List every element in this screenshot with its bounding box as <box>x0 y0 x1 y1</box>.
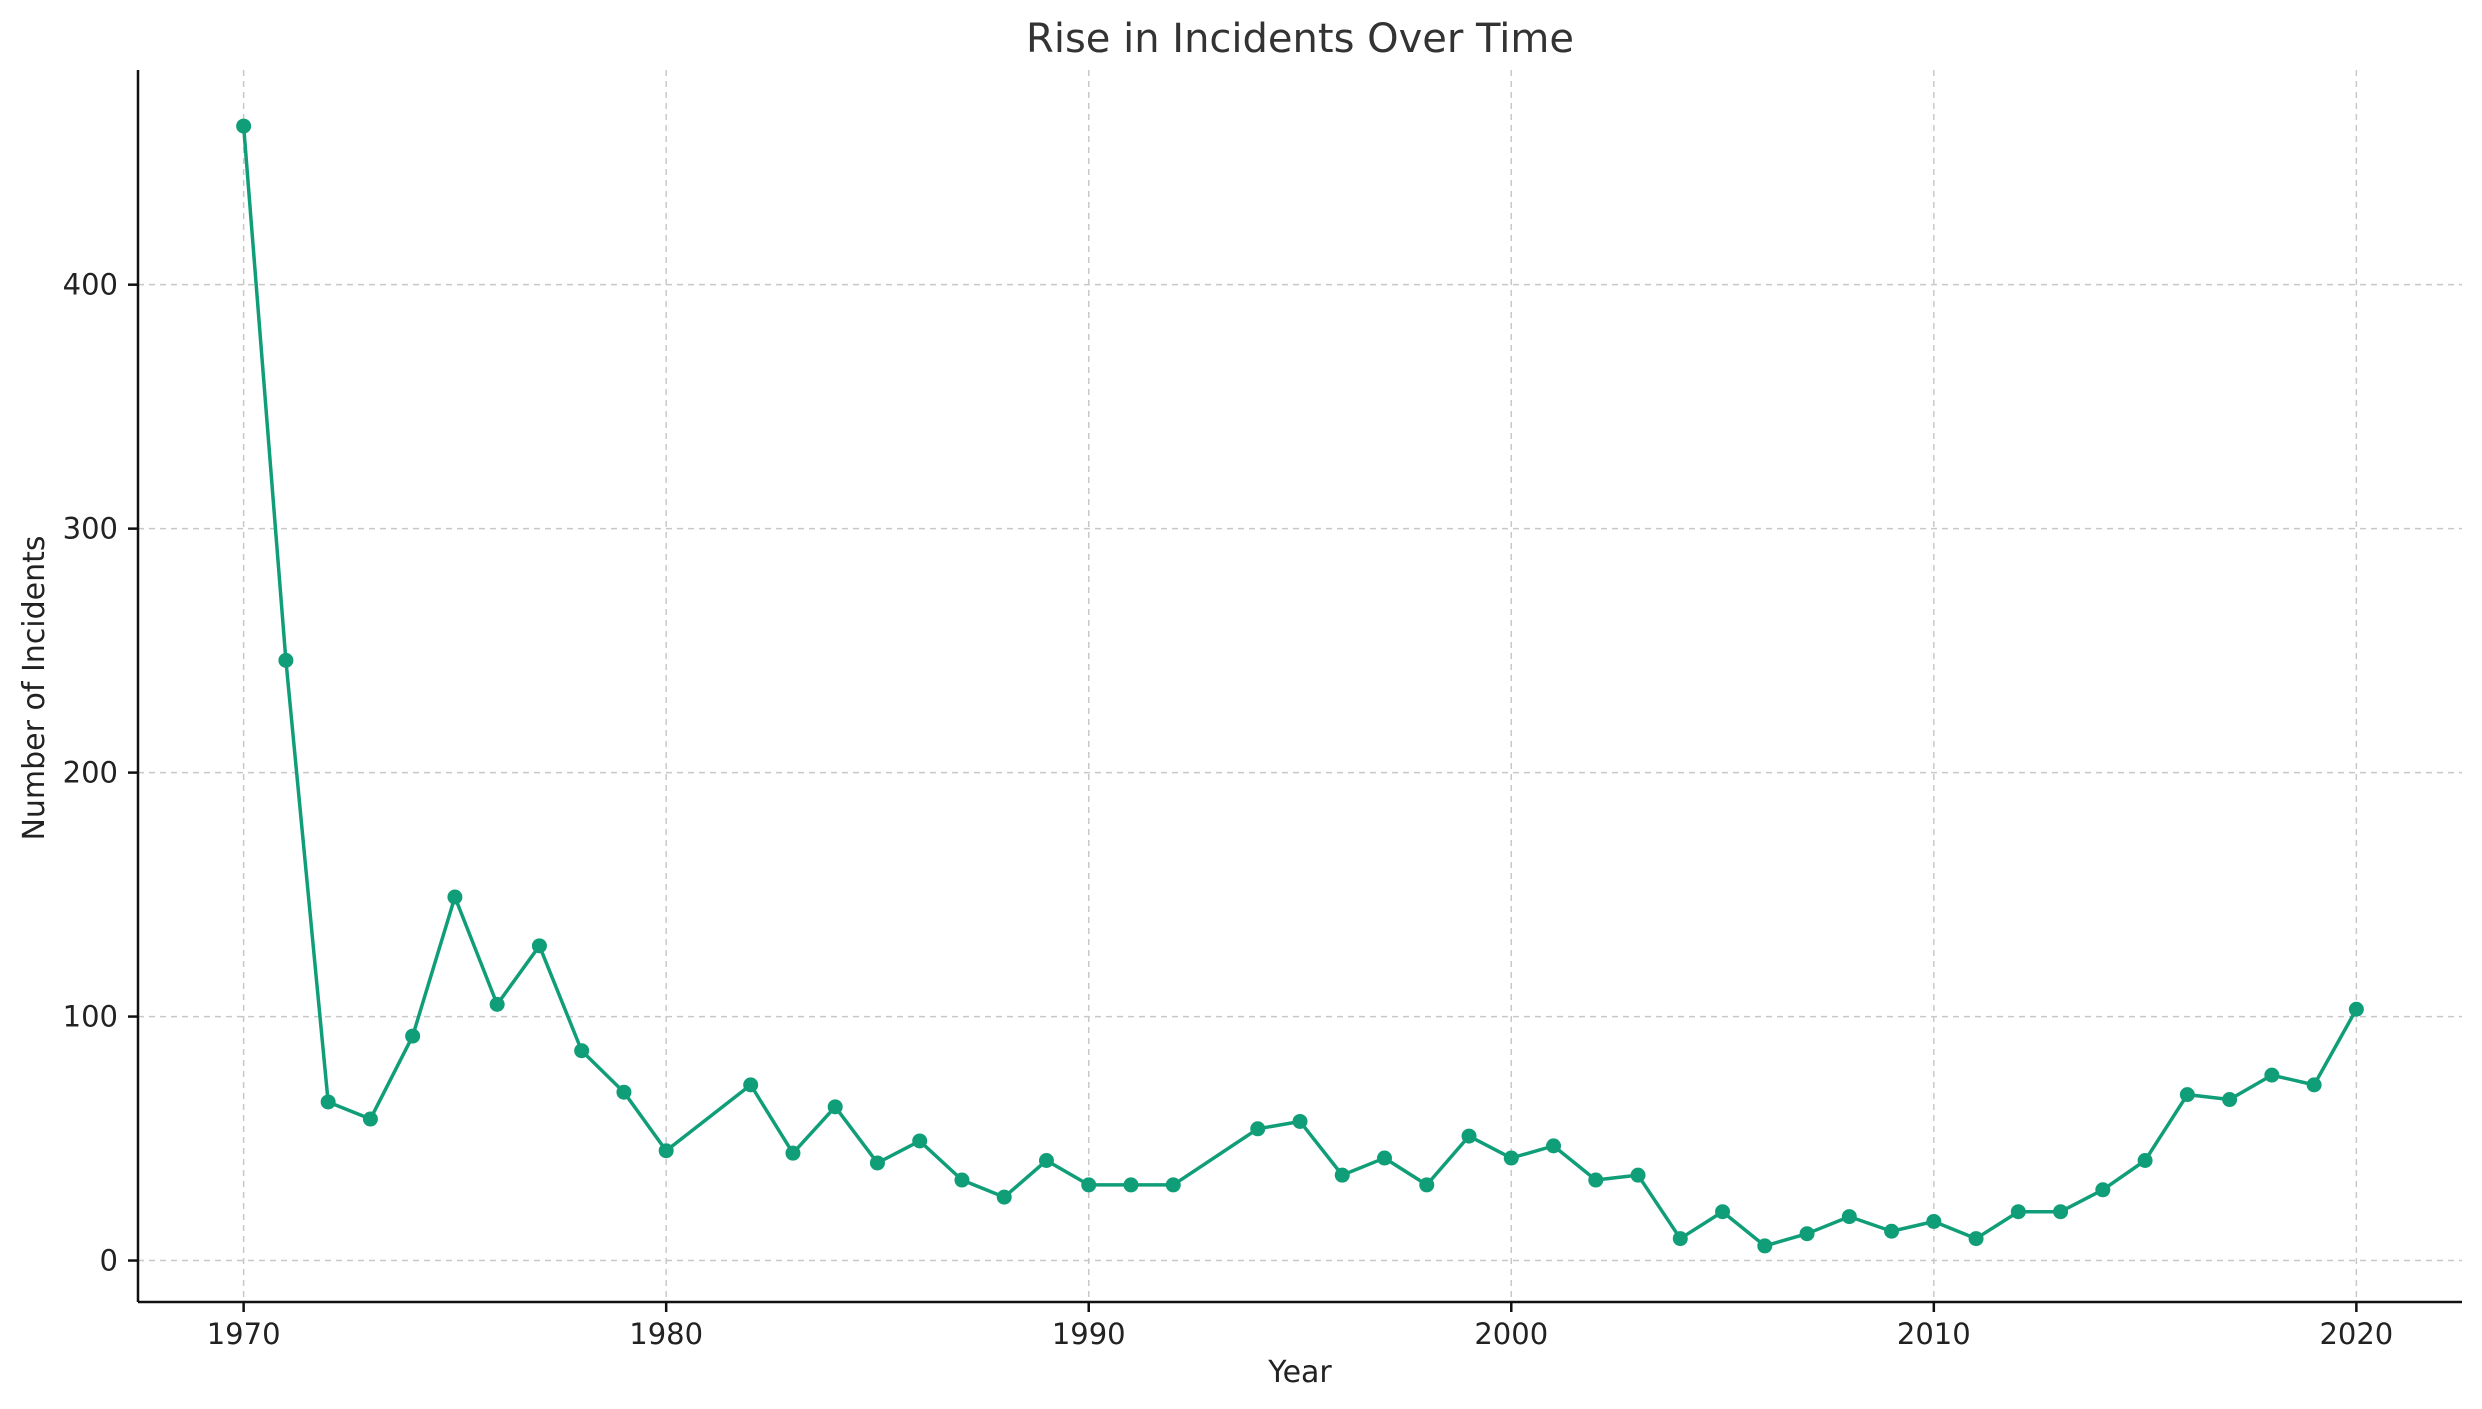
data-point <box>1165 1177 1181 1193</box>
data-point <box>1377 1150 1393 1166</box>
data-point <box>1968 1231 1984 1247</box>
data-point <box>2348 1001 2364 1017</box>
data-point <box>320 1094 336 1110</box>
data-point <box>278 652 294 668</box>
data-point <box>405 1028 421 1044</box>
data-point <box>785 1145 801 1161</box>
data-point <box>1123 1177 1139 1193</box>
grid-lines <box>138 70 2462 1302</box>
data-point <box>996 1189 1012 1205</box>
data-point <box>489 996 505 1012</box>
data-point <box>743 1077 759 1093</box>
data-point <box>2179 1087 2195 1103</box>
data-point <box>1799 1226 1815 1242</box>
data-point <box>1630 1167 1646 1183</box>
data-point <box>447 889 463 905</box>
data-point <box>1588 1172 1604 1188</box>
data-series <box>236 118 2364 1254</box>
data-point <box>2264 1067 2280 1083</box>
chart-title: Rise in Incidents Over Time <box>1026 16 1574 62</box>
tick-labels: 1970 1980 1990 2000 2010 2020 0 100 200 300 400 <box>63 268 2394 1351</box>
data-point <box>1672 1231 1688 1247</box>
data-point <box>1546 1138 1562 1154</box>
axes <box>128 70 2462 1312</box>
data-point <box>912 1133 928 1149</box>
data-point <box>1419 1177 1435 1193</box>
data-point <box>362 1111 378 1127</box>
data-point <box>2053 1204 2069 1220</box>
data-point <box>2095 1182 2111 1198</box>
x-axis-label: Year <box>1267 1355 1332 1390</box>
data-point <box>2137 1153 2153 1168</box>
data-point <box>827 1099 843 1115</box>
x-tick-label: 2020 <box>2319 1317 2393 1351</box>
y-axis-label: Number of Incidents <box>17 535 52 840</box>
x-tick-label: 2000 <box>1474 1317 1548 1351</box>
series-line <box>241 124 2359 1248</box>
data-point <box>236 118 252 134</box>
x-tick-label: 1970 <box>207 1317 281 1351</box>
data-point <box>1503 1150 1519 1166</box>
data-point <box>1334 1167 1350 1183</box>
x-tick-label: 1990 <box>1052 1317 1126 1351</box>
data-point <box>574 1043 590 1059</box>
data-point <box>1757 1238 1773 1254</box>
data-point <box>531 938 547 954</box>
data-point <box>1250 1121 1266 1137</box>
data-point <box>1038 1153 1054 1168</box>
data-point <box>1884 1223 1900 1239</box>
data-point <box>1461 1128 1477 1144</box>
data-point <box>954 1172 970 1188</box>
data-point <box>2010 1204 2026 1220</box>
data-point <box>1926 1213 1942 1229</box>
x-tick-label: 2010 <box>1897 1317 1971 1351</box>
data-point <box>2306 1077 2322 1093</box>
data-point <box>1081 1177 1097 1193</box>
y-tick-label: 300 <box>63 512 118 546</box>
y-tick-label: 200 <box>63 756 118 790</box>
data-point <box>2222 1092 2238 1108</box>
data-point <box>1292 1113 1308 1129</box>
data-point <box>658 1143 674 1159</box>
x-tick-label: 1980 <box>629 1317 703 1351</box>
data-point <box>869 1155 885 1171</box>
y-tick-label: 400 <box>63 268 118 302</box>
y-tick-label: 100 <box>63 1000 118 1034</box>
data-point <box>1715 1204 1731 1220</box>
data-point <box>616 1084 632 1100</box>
data-point <box>1841 1209 1857 1225</box>
y-tick-label: 0 <box>100 1244 118 1278</box>
